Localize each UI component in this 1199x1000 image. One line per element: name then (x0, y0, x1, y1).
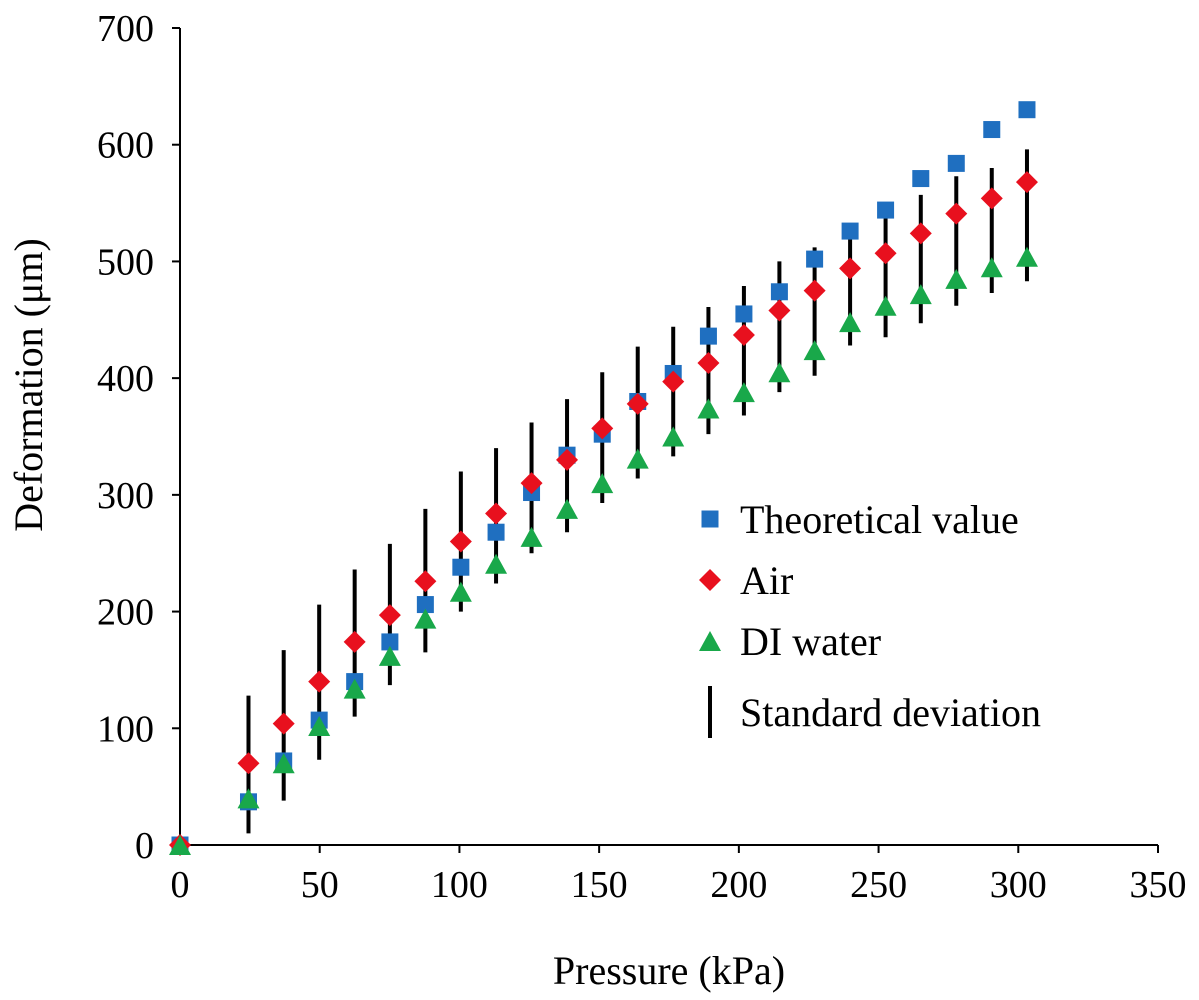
marker-air (980, 187, 1003, 210)
x-tick-label: 200 (710, 864, 767, 906)
marker-di-water (626, 448, 649, 469)
marker-air (485, 502, 508, 525)
legend-label-theoretical: Theoretical value (740, 497, 1019, 542)
x-tick-label: 0 (171, 864, 190, 906)
marker-air (839, 257, 862, 280)
marker-di-water (945, 268, 968, 289)
y-tick-label: 500 (97, 241, 154, 283)
x-ticks: 0 50 100 150 200 250 300 350 (171, 845, 1187, 906)
marker-di-water (1015, 246, 1038, 267)
marker-air (414, 570, 437, 593)
legend-marker-theoretical (701, 510, 719, 528)
marker-air (768, 299, 791, 322)
y-tick-label: 600 (97, 125, 154, 167)
marker-di-water (237, 788, 260, 809)
marker-air (803, 279, 826, 302)
legend-label-air: Air (740, 558, 793, 603)
marker-theoretical (877, 201, 895, 219)
marker-di-water (980, 257, 1003, 278)
x-tick-label: 50 (301, 864, 339, 906)
data-markers (169, 101, 1038, 856)
marker-di-water (662, 426, 685, 447)
marker-di-water (272, 753, 295, 774)
marker-di-water (697, 398, 720, 419)
x-tick-label: 250 (850, 864, 907, 906)
marker-theoretical (983, 121, 1001, 139)
marker-theoretical (806, 250, 824, 268)
marker-di-water (803, 340, 826, 361)
x-tick-label: 350 (1130, 864, 1187, 906)
marker-air (556, 448, 579, 471)
marker-theoretical (770, 283, 788, 301)
marker-air (697, 351, 720, 374)
marker-theoretical (841, 222, 859, 240)
y-tick-label: 100 (97, 708, 154, 750)
marker-theoretical (699, 327, 717, 345)
marker-theoretical (947, 154, 965, 172)
marker-air (874, 242, 897, 265)
marker-theoretical (416, 596, 434, 614)
marker-air (272, 712, 295, 735)
marker-theoretical (452, 558, 470, 576)
marker-air (732, 323, 755, 346)
marker-di-water (308, 715, 331, 736)
y-tick-label: 400 (97, 358, 154, 400)
marker-air (591, 417, 614, 440)
marker-theoretical (487, 523, 505, 541)
marker-air (909, 222, 932, 245)
marker-air (662, 370, 685, 393)
y-tick-label: 300 (97, 475, 154, 517)
x-axis-title: Pressure (kPa) (553, 948, 785, 993)
marker-di-water (169, 835, 191, 855)
marker-air (449, 530, 472, 553)
marker-di-water (768, 362, 791, 383)
marker-air (520, 472, 543, 495)
marker-air (378, 604, 401, 627)
x-tick-label: 150 (571, 864, 628, 906)
marker-di-water (378, 645, 401, 666)
marker-di-water (591, 473, 614, 494)
y-tick-label: 200 (97, 592, 154, 634)
axes: 0 100 200 300 400 500 600 700 0 50 100 150 200 250 30… (97, 8, 1187, 906)
marker-air (626, 392, 649, 415)
marker-di-water (414, 608, 437, 629)
marker-air (945, 202, 968, 225)
marker-theoretical (912, 170, 930, 188)
legend-marker-di-water (699, 631, 721, 651)
legend-marker-air (699, 569, 721, 591)
legend-label-standard-deviation: Standard deviation (740, 690, 1041, 735)
marker-air (237, 752, 260, 775)
marker-air (1015, 171, 1038, 194)
y-axis-title: Deformation (μm) (6, 238, 51, 532)
x-tick-label: 100 (431, 864, 488, 906)
marker-air (343, 630, 366, 653)
x-tick-label: 300 (990, 864, 1047, 906)
y-ticks: 0 100 200 300 400 500 600 700 (97, 8, 180, 867)
legend-label-di-water: DI water (740, 619, 881, 664)
marker-di-water (874, 295, 897, 316)
y-tick-label: 0 (135, 825, 154, 867)
marker-di-water (732, 382, 755, 403)
legend: Theoretical value Air DI water Standard … (699, 497, 1041, 738)
marker-air (308, 670, 331, 693)
marker-di-water (449, 581, 472, 602)
marker-theoretical (381, 633, 399, 651)
marker-di-water (839, 312, 862, 333)
marker-theoretical (735, 305, 753, 323)
marker-di-water (909, 284, 932, 305)
marker-di-water (556, 498, 579, 519)
marker-di-water (343, 678, 366, 699)
marker-di-water (485, 553, 508, 574)
y-tick-label: 700 (97, 8, 154, 50)
marker-di-water (520, 526, 543, 547)
marker-theoretical (1018, 101, 1036, 119)
